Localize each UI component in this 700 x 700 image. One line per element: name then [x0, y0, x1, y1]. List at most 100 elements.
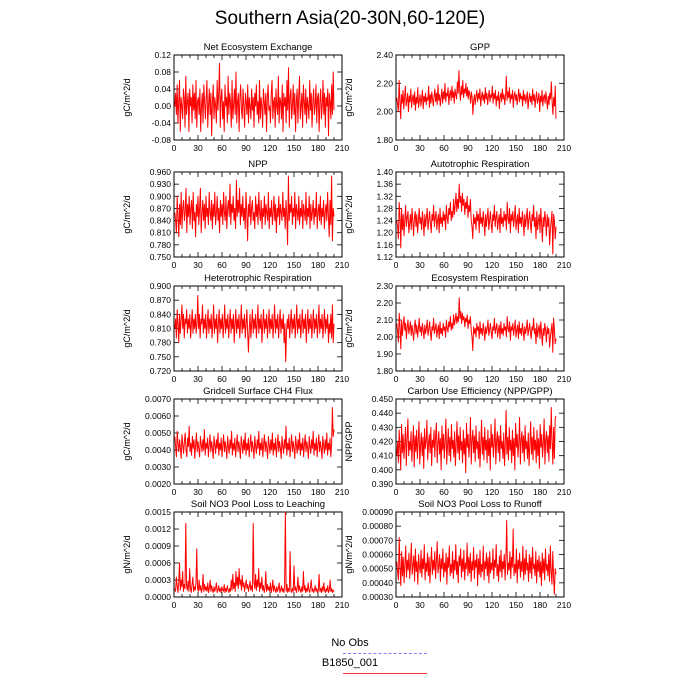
y-tick-label: 0.0012 [145, 524, 171, 534]
x-tick-label: 30 [415, 143, 425, 153]
x-tick-label: 180 [533, 143, 547, 153]
x-tick-label: 90 [463, 374, 473, 384]
x-tick-label: 0 [394, 487, 399, 497]
y-axis-label: gC/m^2/d [344, 78, 354, 116]
y-tick-label: 0.00060 [362, 550, 393, 560]
x-tick-label: 150 [287, 600, 301, 610]
figure-title: Southern Asia(20-30N,60-120E) [214, 8, 486, 29]
x-tick-label: 0 [172, 600, 177, 610]
panel-soil-no3-pool-loss-to-leaching: Soil NO3 Pool Loss to Leaching gN/m^2/d 0 3… [122, 499, 349, 610]
x-tick-label: 60 [439, 487, 449, 497]
x-tick-label: 0 [394, 374, 399, 384]
series-line [396, 407, 557, 474]
x-tick-label: 210 [335, 487, 349, 497]
x-tick-label: 90 [241, 374, 251, 384]
panel-title: Carbon Use Efficiency (NPP/GPP) [407, 386, 552, 397]
y-tick-label: 1.80 [376, 366, 393, 376]
y-tick-label: 0.430 [372, 422, 394, 432]
y-tick-label: 0.08 [154, 67, 171, 77]
x-tick-label: 120 [485, 260, 499, 270]
x-tick-label: 180 [311, 374, 325, 384]
y-tick-label: 0.400 [372, 465, 394, 475]
y-tick-label: 0.390 [372, 479, 394, 489]
x-tick-label: 120 [485, 143, 499, 153]
x-tick-label: 150 [287, 260, 301, 270]
y-tick-label: 0.0015 [145, 507, 171, 517]
x-tick-label: 60 [439, 600, 449, 610]
y-tick-label: 0.0020 [145, 479, 171, 489]
y-tick-label: 0.870 [150, 295, 172, 305]
x-tick-label: 30 [193, 487, 203, 497]
legend-obs-line [343, 653, 427, 654]
x-tick-label: 180 [533, 260, 547, 270]
x-tick-label: 120 [263, 374, 277, 384]
y-tick-label: 1.80 [376, 135, 393, 145]
x-tick-label: 210 [335, 260, 349, 270]
y-tick-label: 0.00090 [362, 507, 393, 517]
x-tick-label: 180 [533, 487, 547, 497]
x-tick-label: 210 [335, 143, 349, 153]
y-tick-label: 0.840 [150, 216, 172, 226]
x-tick-label: 150 [509, 260, 523, 270]
x-tick-label: 90 [241, 487, 251, 497]
y-axis-label: gC/m^2/d [122, 422, 132, 460]
x-tick-label: 120 [263, 260, 277, 270]
y-tick-label: 0.870 [150, 203, 172, 213]
y-tick-label: 0.450 [372, 394, 394, 404]
y-tick-label: 0.00080 [362, 521, 393, 531]
y-tick-label: 0.810 [150, 228, 172, 238]
y-tick-label: 0.900 [150, 191, 172, 201]
x-tick-label: 90 [463, 143, 473, 153]
y-tick-label: 0.00040 [362, 578, 393, 588]
legend-obs-label: No Obs [331, 637, 369, 649]
y-axis-label: gN/m^2/d [122, 535, 132, 573]
plot-frame [395, 285, 565, 372]
series-line [174, 511, 335, 593]
series-line [174, 63, 335, 137]
y-tick-label: 2.10 [376, 315, 393, 325]
plot-frame [173, 54, 343, 141]
y-tick-label: 0.0003 [145, 575, 171, 585]
x-tick-label: 210 [335, 600, 349, 610]
y-tick-label: 1.12 [376, 252, 393, 262]
panel-title: Autotrophic Respiration [431, 159, 530, 170]
y-tick-label: 0.0070 [145, 394, 171, 404]
x-tick-label: 30 [193, 143, 203, 153]
x-tick-label: 150 [509, 600, 523, 610]
y-tick-label: 0.00030 [362, 592, 393, 602]
series-line [396, 297, 557, 353]
x-tick-label: 120 [263, 143, 277, 153]
x-tick-label: 60 [439, 143, 449, 153]
panel-title: Soil NO3 Pool Loss to Runoff [418, 499, 542, 510]
x-tick-label: 30 [415, 487, 425, 497]
y-tick-label: 0.00050 [362, 564, 393, 574]
y-tick-label: 0.0009 [145, 541, 171, 551]
y-tick-label: 0.0000 [145, 592, 171, 602]
panel-ecosystem-respiration: Ecosystem Respiration gC/m^2/d 0 30 60 90 120 1… [344, 273, 571, 384]
x-tick-label: 180 [533, 600, 547, 610]
x-tick-label: 30 [193, 260, 203, 270]
panel-title: Ecosystem Respiration [431, 273, 528, 284]
x-tick-label: 150 [287, 374, 301, 384]
x-tick-label: 90 [463, 600, 473, 610]
y-tick-label: 0.750 [150, 352, 172, 362]
y-tick-label: 0.00 [154, 101, 171, 111]
y-tick-label: 0.720 [150, 366, 172, 376]
panel-title: GPP [470, 42, 490, 53]
x-tick-label: 210 [557, 143, 571, 153]
x-tick-label: 120 [485, 374, 499, 384]
x-tick-label: 90 [241, 143, 251, 153]
series-line [174, 175, 335, 246]
y-tick-label: 1.16 [376, 240, 393, 250]
y-tick-label: 2.40 [376, 50, 393, 60]
x-tick-label: 90 [463, 260, 473, 270]
y-tick-label: 2.00 [376, 332, 393, 342]
plot-frame [173, 511, 343, 598]
x-tick-label: 180 [311, 143, 325, 153]
y-tick-label: 1.24 [376, 216, 393, 226]
x-tick-label: 60 [217, 260, 227, 270]
x-tick-label: 30 [193, 374, 203, 384]
x-tick-label: 0 [172, 260, 177, 270]
y-tick-label: 2.20 [376, 78, 393, 88]
